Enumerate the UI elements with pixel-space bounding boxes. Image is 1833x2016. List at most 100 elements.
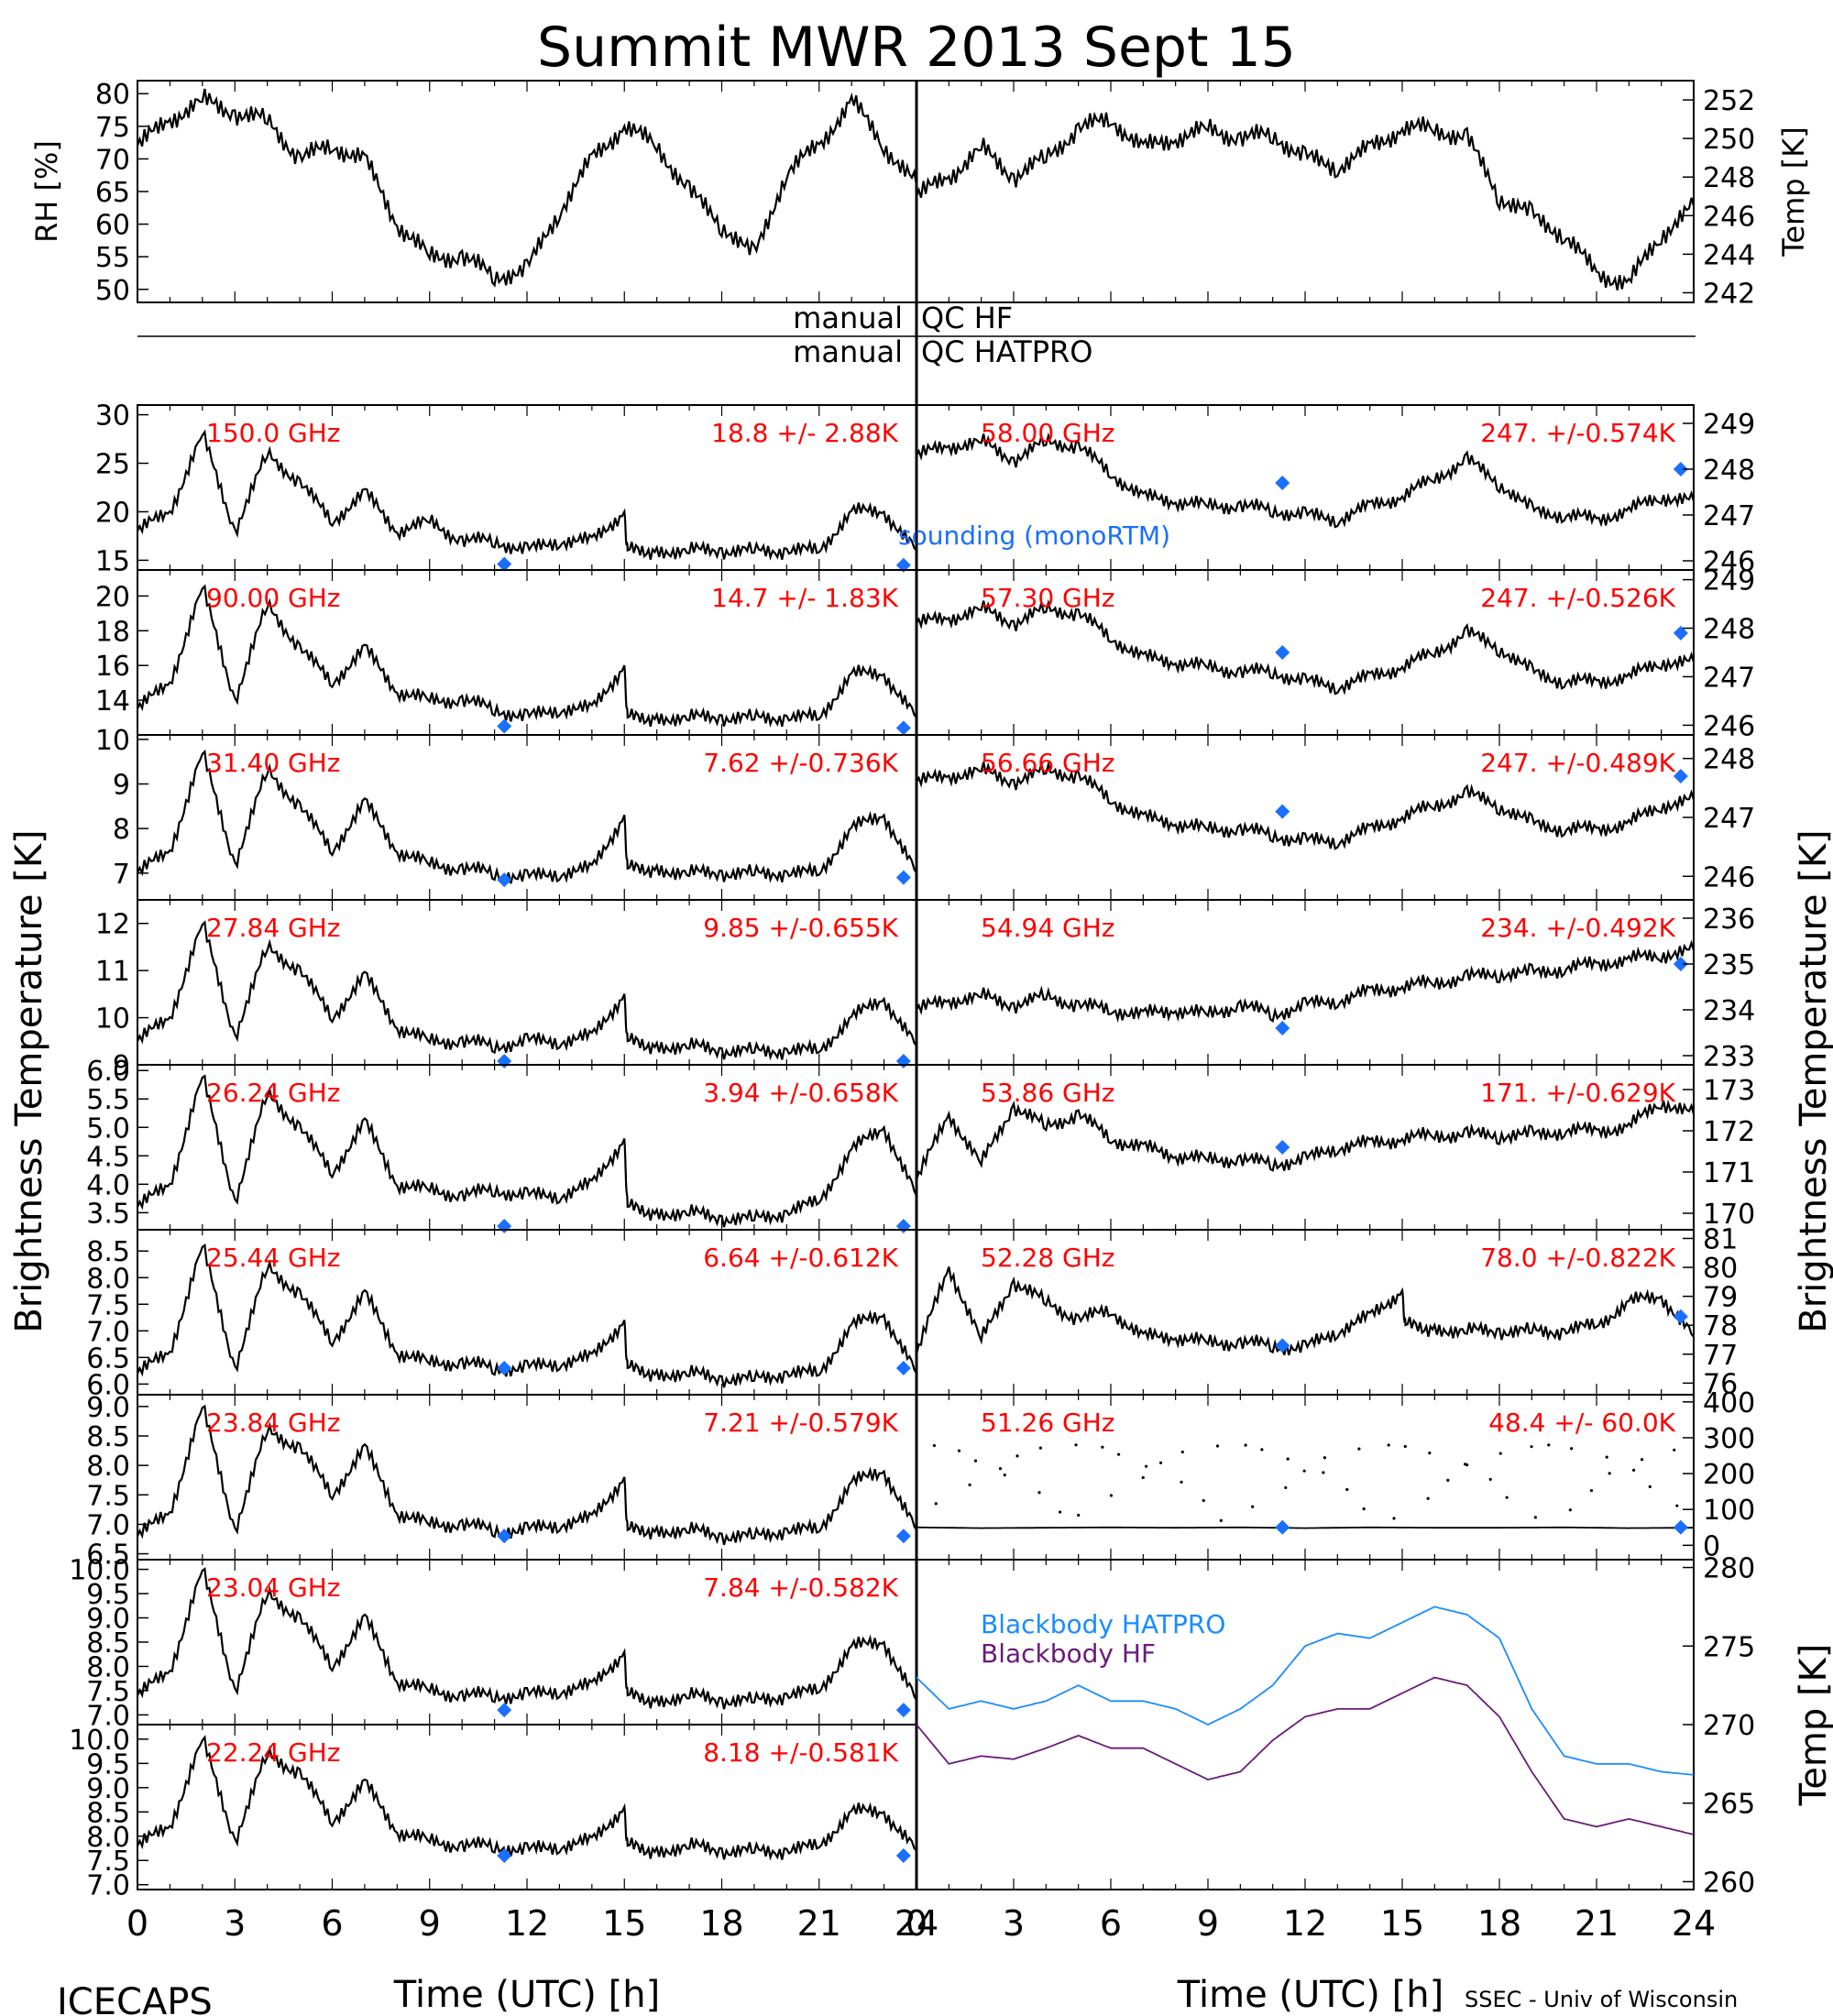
tb-left-0-ytick-label: 25 [95,449,130,481]
tb-left-8-sounding-point [497,1847,512,1863]
tb-left-7-sounding-point [497,1703,512,1718]
tb-right-4-ytick-label: 173 [1703,1075,1755,1107]
tb-left-7-freq-label: 23.04 GHz [206,1572,341,1603]
blackbody-series-line-1 [916,1676,1695,1835]
tb-right-6-scatter-point [998,1467,1003,1471]
figure-title: Summit MWR 2013 Sept 15 [537,16,1296,80]
tb-left-2-sounding-point [895,870,911,885]
tb-right-2-ytick-label: 246 [1703,861,1755,893]
tb-left-7-ytick-label: 8.5 [86,1627,130,1660]
left-xtick-label: 0 [126,1903,148,1944]
tb-left-3-ytick-label: 9 [113,1050,130,1082]
left-xtick-label: 15 [602,1903,646,1944]
tb-right-6-scatter-point [1362,1507,1366,1511]
left-xtick-label: 3 [224,1903,246,1944]
tb-right-6-scatter-point [1215,1444,1220,1448]
tb-right-5-ytick-label: 78 [1703,1310,1738,1342]
tb-right-6-scatter-point [1180,1480,1183,1484]
tb-right-6-scatter-point [1547,1443,1551,1447]
tb-left-1-ytick-label: 14 [95,685,130,718]
tb-right-0-ytick-label: 247 [1703,500,1755,532]
tb-right-0-freq-label: 58.00 GHz [981,418,1115,448]
tb-right-6-scatter-point [1244,1443,1247,1447]
tb-left-4-sounding-point [895,1219,911,1233]
tb-right-0-ytick-label: 248 [1703,455,1755,487]
tb-right-6-scatter-point [1589,1488,1594,1493]
tb-right-4-sounding-point [1275,1140,1290,1155]
blackbody-ytick-label: 280 [1703,1553,1755,1585]
tb-right-6-scatter-point [1074,1443,1078,1447]
tb-left-7-ytick-label: 7.5 [86,1676,130,1708]
tb-right-5-ytick-label: 79 [1703,1282,1738,1314]
tb-right-6-scatter-point [1037,1491,1041,1495]
tb-right-6-scatter-point [1605,1455,1608,1459]
tb-right-6-scatter-point [1145,1464,1148,1468]
tb-right-6-scatter-point [1322,1471,1325,1474]
tb-right-0-sounding-point [1673,462,1688,477]
tb-right-6-scatter-point [934,1502,938,1506]
tb-left-6-ytick-label: 9.0 [86,1392,130,1424]
tb-left-5-stats-label: 6.64 +/-0.612K [703,1243,898,1273]
tb-right-2-series-line [916,760,1696,850]
tb-left-0-series-line [137,429,917,561]
tb-right-2-sounding-point [1673,769,1688,783]
tb-right-6-scatter-point [1498,1452,1502,1455]
tb-left-5-ytick-label: 8.0 [86,1263,130,1295]
tb-right-6-scatter-point [1675,1504,1679,1507]
tb-right-5-sounding-point [1275,1338,1290,1353]
tb-right-0-series-line [916,432,1696,529]
tb-right-3-ytick-label: 236 [1703,904,1755,936]
tb-right-6-ytick-label: 200 [1703,1459,1755,1491]
tb-left-1-series-line [136,584,917,729]
right-xtick-label: 6 [1100,1903,1122,1944]
temp-ytick-label: 242 [1703,278,1755,310]
tb-left-5-ytick-label: 8.5 [86,1236,130,1268]
tb-left-4-freq-label: 26.24 GHz [206,1078,341,1108]
tb-left-8-ytick-label: 9.5 [86,1748,130,1780]
tb-right-6-scatter-point [1260,1448,1264,1452]
tb-right-1-freq-label: 57.30 GHz [981,583,1115,613]
tb-right-6-scatter-point [1202,1498,1205,1503]
blackbody-legend-0: Blackbody HATPRO [981,1609,1225,1639]
tb-left-3-ytick-label: 10 [95,1003,130,1035]
tb-left-4-ytick-label: 5.5 [86,1084,130,1116]
tb-right-6-sounding-point [1673,1519,1688,1535]
tb-left-7-stats-label: 7.84 +/-0.582K [703,1572,898,1603]
tb-left-0-sounding-point [895,557,911,573]
tb-left-8-ytick-label: 7.5 [86,1846,130,1878]
tb-left-5-freq-label: 25.44 GHz [206,1243,341,1273]
tb-right-6-scatter-point [1345,1487,1349,1492]
tb-right-1-ytick-label: 249 [1703,565,1755,597]
tb-left-2-sounding-point [497,872,512,888]
rh-ytick-label: 55 [95,242,130,274]
tb-left-0-freq-label: 150.0 GHz [206,418,341,448]
tb-right-6-scatter-point [1003,1474,1006,1477]
tb-left-4-ytick-label: 6.0 [86,1056,130,1088]
tb-right-4-freq-label: 53.86 GHz [981,1078,1115,1108]
right-xtick-label: 9 [1197,1903,1219,1944]
left-xtick-label: 12 [505,1903,549,1944]
rh-ytick-label: 60 [95,210,130,242]
tb-left-1-ytick-label: 16 [95,651,130,683]
tb-right-3-series-line [916,939,1696,1024]
tb-left-2-ytick-label: 9 [113,770,130,802]
tb-right-6-scatter-point [1608,1472,1611,1475]
tb-right-6-stats-label: 48.4 +/- 60.0K [1488,1408,1675,1438]
temp-series-line [915,111,1696,290]
tb-right-6-scatter-point [1219,1518,1223,1522]
left-xtick-label: 21 [797,1903,841,1944]
tb-left-5-ytick-label: 6.5 [86,1342,130,1375]
tb-left-4-series-line [136,1074,917,1228]
tb-right-1-ytick-label: 246 [1703,710,1755,742]
rh-ytick-label: 75 [95,112,130,144]
tb-left-7-ytick-label: 8.0 [86,1651,130,1683]
blackbody-ytick-label: 275 [1703,1631,1755,1663]
tb-right-1-sounding-point [1275,645,1290,660]
tb-left-7-sounding-point [895,1703,911,1718]
qc-manual-hatpro: manual [793,334,903,369]
tb-right-6-scatter-point [1323,1456,1326,1460]
tb-left-8-series-line [136,1735,917,1861]
tb-left-8-sounding-point [895,1847,911,1863]
footer-ssec: SSEC - Univ of Wisconsin [1465,1987,1738,2012]
tb-right-0-sounding-point [1275,476,1290,490]
